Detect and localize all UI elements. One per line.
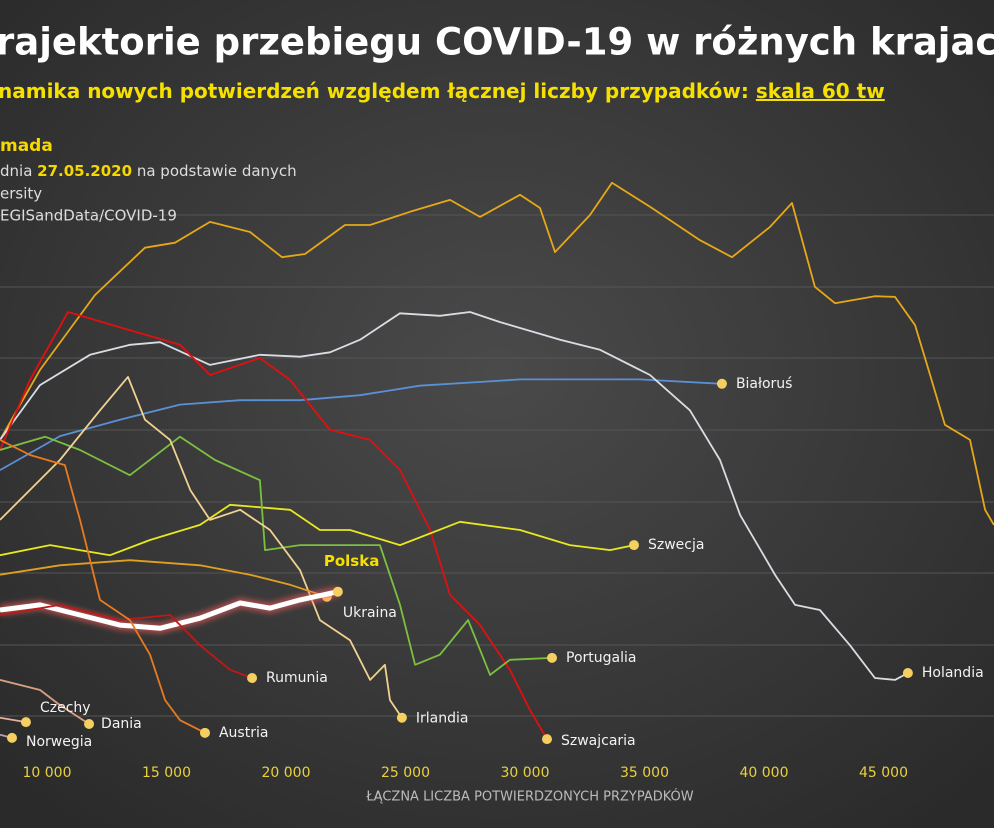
background-grid [0, 214, 994, 717]
series-label: Austria [219, 725, 268, 741]
x-tick-label: 45 000 [859, 765, 908, 781]
series-line [0, 435, 553, 676]
series-line [0, 311, 548, 740]
series-line [0, 181, 994, 526]
end-point [628, 540, 639, 551]
end-point [902, 667, 913, 678]
series-line [0, 311, 909, 681]
end-point [84, 719, 95, 730]
series-label: Holandia [922, 665, 984, 681]
subtitle-link[interactable]: skala 60 tw [756, 79, 885, 103]
chart-subtitle: namika nowych potwierdzeń względem łączn… [0, 79, 885, 103]
series-line [0, 559, 328, 598]
chart-title: rajektorie przebiegu COVID-19 w różnych … [0, 21, 994, 64]
series-line [0, 378, 722, 471]
note-source: EGISandData/COVID-19 [0, 207, 177, 225]
end-point [20, 717, 31, 728]
x-tick-label: 25 000 [381, 765, 430, 781]
end-point [332, 586, 343, 597]
end-point [396, 712, 407, 723]
series-line [0, 679, 90, 725]
series-label: Dania [101, 716, 142, 732]
end-point [547, 652, 558, 663]
x-tick-label: 35 000 [620, 765, 669, 781]
note-date: dnia 27.05.2020 na podstawie danych [0, 162, 297, 180]
end-point [199, 727, 210, 738]
end-point [247, 673, 258, 684]
x-tick-label: 15 000 [142, 765, 191, 781]
series-label: Ukraina [343, 605, 397, 621]
series-line [0, 376, 403, 719]
x-tick-label: 10 000 [22, 765, 71, 781]
end-point [716, 378, 727, 389]
series-label: Portugalia [566, 650, 636, 666]
series-label: Białoruś [736, 376, 793, 392]
note-prefix: dnia [0, 162, 37, 180]
x-axis-title: ŁĄCZNA LICZBA POTWIERDZONYCH PRZYPADKÓW [365, 789, 693, 805]
series-label: Norwegia [26, 734, 92, 750]
series-label: Rumunia [266, 670, 328, 686]
series-label: Irlandia [416, 711, 469, 727]
series-label: Polska [324, 552, 379, 570]
series-line [0, 439, 206, 734]
x-tick-label: 40 000 [740, 765, 789, 781]
subtitle-text: namika nowych potwierdzeń względem łączn… [0, 79, 756, 103]
note-source: ersity [0, 185, 42, 203]
series-line [0, 503, 635, 557]
x-tick-label: 20 000 [261, 765, 310, 781]
end-point [541, 734, 552, 745]
series-label: Czechy [40, 700, 91, 716]
series-label: Szwajcaria [561, 733, 636, 749]
note-date-value: 27.05.2020 [37, 162, 132, 180]
series-line [0, 589, 339, 631]
note-suffix: na podstawie danych [132, 162, 297, 180]
note-author: mada [0, 136, 53, 156]
x-tick-label: 30 000 [500, 765, 549, 781]
series-line [0, 604, 253, 679]
series-label: Szwecja [648, 537, 704, 553]
end-point [6, 732, 17, 743]
